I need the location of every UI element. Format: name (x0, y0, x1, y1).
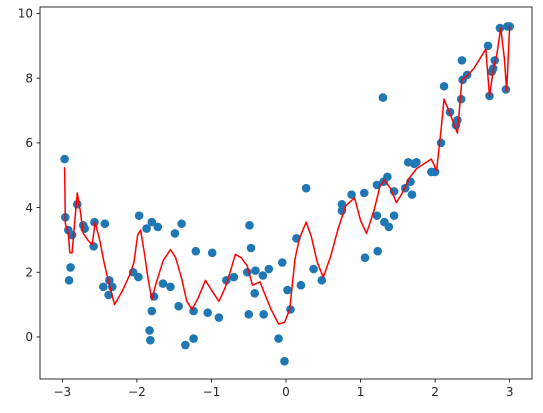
y-tick-label: 8 (25, 71, 33, 85)
scatter-point (142, 224, 151, 233)
scatter-point (153, 222, 163, 232)
scatter-point (384, 222, 394, 232)
scatter-point (229, 272, 239, 282)
y-axis: 0 2 4 6 8 10 (18, 7, 40, 344)
scatter-point (360, 253, 370, 262)
scatter-point (145, 326, 154, 335)
scatter-point (99, 282, 108, 292)
x-tick-label: 2 (431, 385, 439, 399)
scatter-point (245, 221, 254, 230)
x-tick-label: 0 (282, 385, 290, 399)
x-tick-label: 1 (357, 385, 365, 399)
scatter-point (430, 167, 440, 177)
scatter-point (250, 288, 259, 298)
scatter-point (134, 272, 143, 282)
scatter-point (359, 188, 369, 198)
scatter-point (277, 258, 287, 267)
scatter-point (181, 340, 190, 350)
scatter-point (296, 280, 306, 290)
scatter-point (100, 219, 110, 229)
scatter-point (436, 138, 446, 148)
scatter-point (251, 266, 260, 275)
scatter-point (280, 356, 289, 366)
scatter-point (412, 157, 421, 167)
scatter-point (378, 93, 388, 102)
scatter-point (347, 190, 356, 199)
scatter-point (439, 81, 449, 91)
y-tick-label: 4 (25, 201, 33, 215)
y-tick-label: 10 (18, 7, 33, 21)
x-tick-label: −2 (128, 385, 146, 399)
scatter-point (203, 308, 213, 317)
x-tick-label: −3 (54, 385, 72, 399)
scatter-point (244, 310, 254, 319)
y-tick-label: 2 (25, 265, 33, 279)
scatter-point (214, 313, 224, 322)
scatter-point (207, 248, 217, 258)
scatter-point (389, 211, 399, 220)
scatter-point (483, 41, 493, 51)
scatter-point (317, 276, 327, 285)
scatter-point (407, 190, 417, 199)
plot-area (60, 22, 514, 366)
scatter-point (274, 334, 283, 343)
scatter-point (453, 115, 462, 125)
y-tick-label: 6 (25, 136, 33, 150)
scatter-point (246, 243, 256, 253)
scatter-point (166, 282, 175, 292)
x-tick-label: 3 (506, 385, 514, 399)
x-axis: −3 −2 −1 0 1 2 3 (54, 379, 514, 399)
fit-line (63, 26, 511, 325)
scatter-point (146, 335, 155, 345)
scatter-point (457, 56, 467, 65)
scatter-point (158, 279, 168, 288)
scatter-point (373, 246, 382, 256)
scatter-point (301, 183, 311, 193)
scatter-point (309, 264, 318, 274)
scatter-point (383, 172, 392, 182)
scatter-point (177, 219, 186, 229)
scatter-point (64, 276, 74, 285)
scatter-point (189, 334, 198, 343)
scatter-point (174, 301, 183, 311)
scatter-point (264, 264, 274, 274)
scatter-point (283, 285, 292, 295)
scatter-point (66, 263, 75, 272)
scatter-point (147, 306, 157, 316)
scatter-point (372, 211, 382, 220)
scatter-point (258, 271, 268, 280)
y-tick-label: 0 (25, 330, 33, 344)
scatter-point (337, 200, 347, 209)
scatter-point (170, 229, 180, 238)
scatter-point (147, 217, 157, 227)
scatter-point (456, 94, 466, 104)
scatter-point (259, 310, 268, 319)
scatter-point (60, 154, 69, 164)
scatter-point (134, 211, 144, 220)
x-tick-label: −1 (203, 385, 221, 399)
scatter-point (191, 246, 201, 256)
